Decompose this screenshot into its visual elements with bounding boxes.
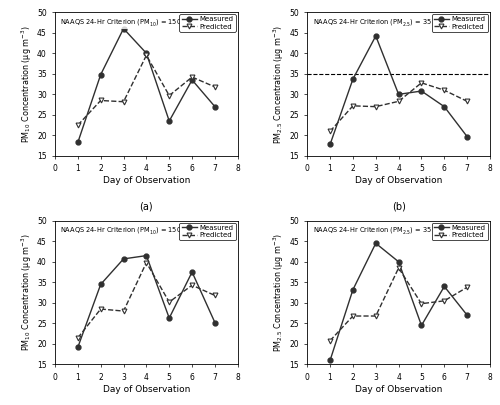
Predicted — [166, 93, 172, 98]
Predicted — [373, 104, 379, 109]
Measured — [212, 320, 218, 325]
Line: Measured: Measured — [76, 253, 218, 350]
Measured — [418, 323, 424, 328]
Predicted — [144, 53, 150, 58]
Predicted — [189, 283, 195, 288]
Text: NAAQS 24-Hr Criterion (PM$_{2.5}$) = 35 μg m$^{-3}$: NAAQS 24-Hr Criterion (PM$_{2.5}$) = 35 … — [312, 17, 458, 29]
Predicted — [120, 99, 126, 104]
Legend: Measured, Predicted: Measured, Predicted — [432, 223, 488, 240]
Predicted — [418, 301, 424, 306]
Predicted — [464, 285, 470, 290]
Measured — [373, 34, 379, 38]
Measured — [350, 287, 356, 292]
Legend: Measured, Predicted: Measured, Predicted — [180, 223, 236, 240]
Predicted — [396, 266, 402, 271]
Measured — [418, 89, 424, 94]
Text: NAAQS 24-Hr Criterion (PM$_{2.5}$) = 35 μg m$^{-3}$: NAAQS 24-Hr Criterion (PM$_{2.5}$) = 35 … — [312, 225, 458, 237]
Measured — [396, 92, 402, 97]
Text: NAAQS 24-Hr Criterion (PM$_{10}$) = 150 μg m$^{-3}$: NAAQS 24-Hr Criterion (PM$_{10}$) = 150 … — [60, 17, 208, 29]
Line: Predicted: Predicted — [328, 81, 470, 134]
Measured — [464, 313, 470, 318]
Predicted — [442, 298, 448, 303]
Predicted — [350, 103, 356, 108]
Predicted — [212, 293, 218, 298]
Measured — [144, 51, 150, 55]
Predicted — [442, 88, 448, 93]
X-axis label: Day of Observation: Day of Observation — [102, 385, 190, 394]
Text: NAAQS 24-Hr Criterion (PM$_{10}$) = 150 μg m$^{-3}$: NAAQS 24-Hr Criterion (PM$_{10}$) = 150 … — [60, 225, 208, 237]
Predicted — [396, 99, 402, 104]
Line: Predicted: Predicted — [76, 260, 218, 340]
X-axis label: Day of Observation: Day of Observation — [355, 385, 442, 394]
Measured — [442, 284, 448, 289]
Predicted — [212, 85, 218, 90]
Legend: Measured, Predicted: Measured, Predicted — [432, 14, 488, 32]
Line: Measured: Measured — [328, 241, 470, 363]
Measured — [350, 77, 356, 81]
Y-axis label: PM$_{10}$ Concentration (μg m$^{-3}$): PM$_{10}$ Concentration (μg m$^{-3}$) — [20, 26, 34, 143]
Line: Predicted: Predicted — [328, 266, 470, 343]
Measured — [327, 142, 333, 147]
Measured — [166, 315, 172, 320]
Measured — [396, 259, 402, 264]
Measured — [120, 26, 126, 31]
Measured — [144, 253, 150, 258]
Measured — [98, 282, 103, 287]
X-axis label: Day of Observation: Day of Observation — [102, 176, 190, 185]
Predicted — [464, 99, 470, 104]
Predicted — [327, 338, 333, 343]
Measured — [75, 345, 81, 350]
Predicted — [75, 335, 81, 340]
Predicted — [373, 313, 379, 318]
Text: (a): (a) — [140, 202, 153, 212]
Predicted — [75, 123, 81, 128]
Predicted — [120, 309, 126, 313]
Predicted — [98, 307, 103, 311]
Predicted — [327, 129, 333, 134]
Measured — [98, 72, 103, 77]
Measured — [120, 256, 126, 261]
X-axis label: Day of Observation: Day of Observation — [355, 176, 442, 185]
Line: Predicted: Predicted — [76, 53, 218, 128]
Y-axis label: PM$_{2.5}$ Concentration (μg m$^{-3}$): PM$_{2.5}$ Concentration (μg m$^{-3}$) — [272, 24, 286, 144]
Line: Measured: Measured — [76, 26, 218, 145]
Measured — [442, 104, 448, 109]
Predicted — [144, 260, 150, 265]
Measured — [75, 140, 81, 145]
Measured — [166, 119, 172, 124]
Text: (b): (b) — [392, 202, 406, 212]
Predicted — [166, 300, 172, 305]
Legend: Measured, Predicted: Measured, Predicted — [180, 14, 236, 32]
Predicted — [98, 98, 103, 103]
Measured — [212, 104, 218, 109]
Measured — [464, 134, 470, 139]
Line: Measured: Measured — [328, 34, 470, 147]
Measured — [189, 270, 195, 275]
Y-axis label: PM$_{10}$ Concentration (μg m$^{-3}$): PM$_{10}$ Concentration (μg m$^{-3}$) — [20, 234, 34, 351]
Predicted — [189, 75, 195, 79]
Predicted — [350, 313, 356, 318]
Predicted — [418, 81, 424, 85]
Y-axis label: PM$_{2.5}$ Concentration (μg m$^{-3}$): PM$_{2.5}$ Concentration (μg m$^{-3}$) — [272, 233, 286, 352]
Measured — [373, 241, 379, 246]
Measured — [327, 358, 333, 363]
Measured — [189, 77, 195, 82]
